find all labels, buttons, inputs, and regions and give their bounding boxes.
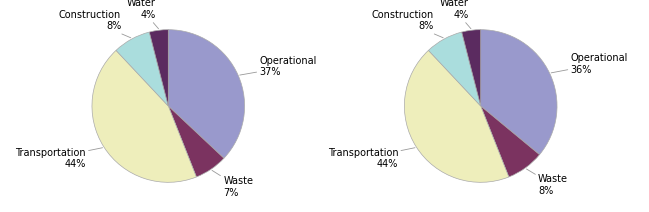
Wedge shape [168, 106, 224, 177]
Text: Transportation
44%: Transportation 44% [328, 148, 415, 169]
Text: Water
4%: Water 4% [127, 0, 158, 29]
Text: Waste
7%: Waste 7% [212, 170, 253, 198]
Wedge shape [404, 50, 509, 182]
Wedge shape [168, 30, 245, 158]
Text: Water
4%: Water 4% [439, 0, 471, 29]
Text: Waste
8%: Waste 8% [526, 169, 568, 196]
Wedge shape [116, 32, 168, 106]
Wedge shape [149, 30, 168, 106]
Wedge shape [92, 50, 197, 182]
Text: Construction
8%: Construction 8% [59, 10, 131, 38]
Wedge shape [481, 106, 539, 177]
Wedge shape [481, 30, 557, 155]
Text: Operational
37%: Operational 37% [239, 56, 317, 77]
Text: Operational
36%: Operational 36% [551, 53, 628, 75]
Text: Transportation
44%: Transportation 44% [15, 148, 103, 169]
Wedge shape [461, 30, 481, 106]
Wedge shape [428, 32, 481, 106]
Text: Construction
8%: Construction 8% [371, 10, 443, 38]
